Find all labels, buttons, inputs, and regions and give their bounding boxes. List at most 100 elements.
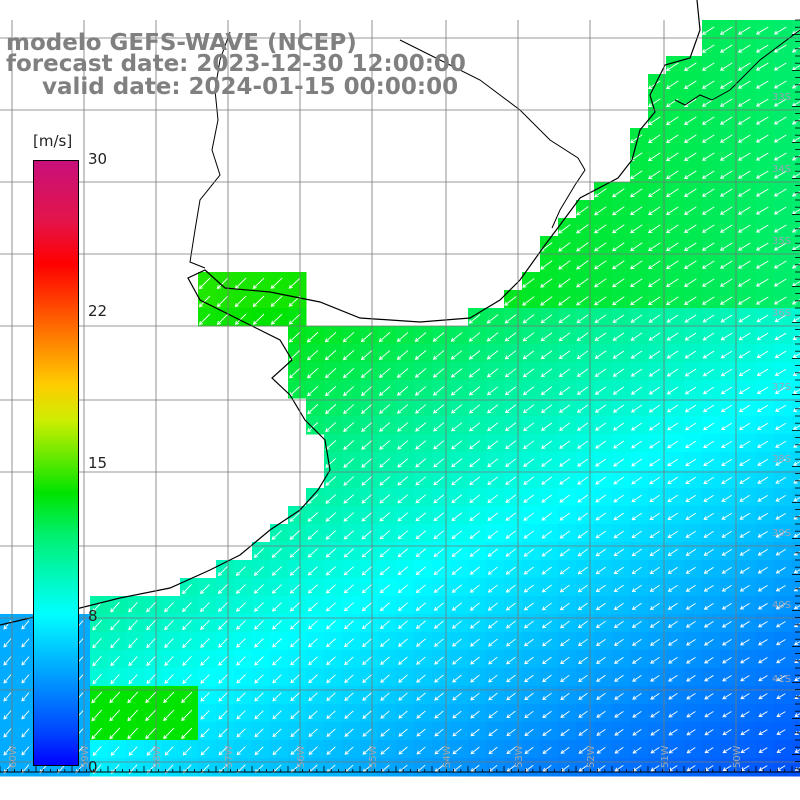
wind-arrow xyxy=(524,656,534,665)
wind-arrow xyxy=(272,692,282,702)
wind-arrow-head xyxy=(794,731,799,735)
wind-arrow-head xyxy=(719,300,725,305)
wind-arrow-head xyxy=(541,498,546,503)
wind-arrow-head xyxy=(720,390,726,395)
wind-arrow-head xyxy=(380,732,385,737)
wind-arrow xyxy=(434,746,444,755)
wind-arrow xyxy=(308,656,318,666)
wind-arrow xyxy=(75,764,84,774)
wind-arrow-head xyxy=(648,139,653,144)
wind-arrow-head xyxy=(450,337,455,342)
wind-arrow xyxy=(505,458,517,467)
wind-arrow-head xyxy=(755,156,761,161)
wind-arrow-head xyxy=(560,678,565,683)
wind-arrow-head xyxy=(721,444,726,448)
wind-arrow-head xyxy=(487,570,492,575)
wind-arrow xyxy=(614,548,624,557)
wind-cell xyxy=(792,542,800,561)
wind-arrow xyxy=(614,728,624,736)
wind-arrow-head xyxy=(397,445,402,450)
wind-cell xyxy=(792,560,800,579)
wind-arrow-head xyxy=(595,462,600,467)
wind-arrow-head xyxy=(614,749,619,754)
wind-arrow-head xyxy=(757,551,762,556)
wind-arrow-head xyxy=(452,660,457,665)
wind-arrow-head xyxy=(667,605,673,610)
wind-arrow-head xyxy=(738,318,743,323)
wind-arrow xyxy=(738,260,751,269)
wind-arrow-head xyxy=(774,390,780,394)
wind-arrow-head xyxy=(505,624,511,629)
wind-cell xyxy=(792,20,800,39)
wind-arrow xyxy=(361,530,372,540)
wind-arrow-head xyxy=(630,354,635,359)
wind-arrow xyxy=(594,224,607,234)
wind-arrow xyxy=(631,458,643,467)
wind-arrow xyxy=(362,602,372,611)
wind-arrow-head xyxy=(380,696,385,701)
wind-arrow xyxy=(326,674,336,683)
wind-arrow xyxy=(3,746,12,756)
wind-arrow-head xyxy=(3,715,8,720)
wind-arrow xyxy=(380,638,390,647)
wind-arrow xyxy=(757,386,769,394)
wind-arrow-head xyxy=(613,462,618,467)
wind-arrow-head xyxy=(684,354,689,359)
wind-arrow xyxy=(774,278,787,287)
wind-arrow xyxy=(686,711,696,718)
wind-arrow-head xyxy=(683,229,689,233)
wind-arrow xyxy=(756,134,769,143)
wind-arrow xyxy=(451,476,463,486)
wind-arrow xyxy=(648,98,661,107)
wind-arrow-head xyxy=(667,426,672,431)
wind-arrow-head xyxy=(667,623,673,628)
wind-arrow xyxy=(668,548,678,556)
wind-arrow-head xyxy=(701,66,707,71)
wind-arrow-head xyxy=(613,606,619,611)
wind-arrow-head xyxy=(487,552,492,557)
wind-arrow-head xyxy=(360,373,366,379)
wind-arrow-head xyxy=(612,283,617,288)
wind-arrow xyxy=(722,621,732,628)
wind-arrow-head xyxy=(3,661,8,666)
wind-arrow-head xyxy=(415,499,420,504)
wind-arrow-head xyxy=(200,751,205,756)
wind-arrow-head xyxy=(326,750,331,755)
wind-arrow xyxy=(236,602,246,612)
wind-arrow xyxy=(721,494,733,502)
wind-arrow-head xyxy=(758,677,763,682)
wind-arrow xyxy=(398,728,408,737)
wind-arrow-head xyxy=(683,247,689,251)
wind-arrow xyxy=(128,620,138,630)
wind-arrow xyxy=(793,389,800,394)
wind-arrow xyxy=(740,711,750,718)
wind-arrow xyxy=(199,313,211,325)
wind-arrow xyxy=(361,368,373,378)
wind-arrow xyxy=(433,494,445,504)
wind-arrow-head xyxy=(648,247,653,252)
wind-arrow-head xyxy=(667,641,673,646)
wind-arrow xyxy=(21,710,30,720)
wind-arrow xyxy=(200,728,210,738)
wind-arrow-head xyxy=(722,749,727,754)
wind-arrow-head xyxy=(666,265,671,269)
wind-arrow-head xyxy=(540,283,545,288)
wind-arrow xyxy=(488,764,498,772)
wind-arrow xyxy=(362,674,372,683)
wind-arrow xyxy=(684,296,697,305)
wind-arrow-head xyxy=(235,571,240,576)
wind-arrow xyxy=(3,656,12,666)
wind-arrow xyxy=(776,603,786,610)
wind-arrow xyxy=(648,296,661,305)
wind-arrow-head xyxy=(361,553,366,558)
wind-arrow-head xyxy=(719,48,725,53)
wind-arrow-head xyxy=(702,354,707,359)
wind-arrow xyxy=(740,657,750,664)
wind-arrow-head xyxy=(558,283,563,288)
wind-arrow-head xyxy=(576,390,582,395)
wind-arrow-head xyxy=(721,426,726,431)
wind-arrow-head xyxy=(452,750,457,755)
wind-arrow-head xyxy=(396,391,402,396)
wind-arrow xyxy=(290,584,300,594)
wind-arrow-head xyxy=(773,66,779,71)
